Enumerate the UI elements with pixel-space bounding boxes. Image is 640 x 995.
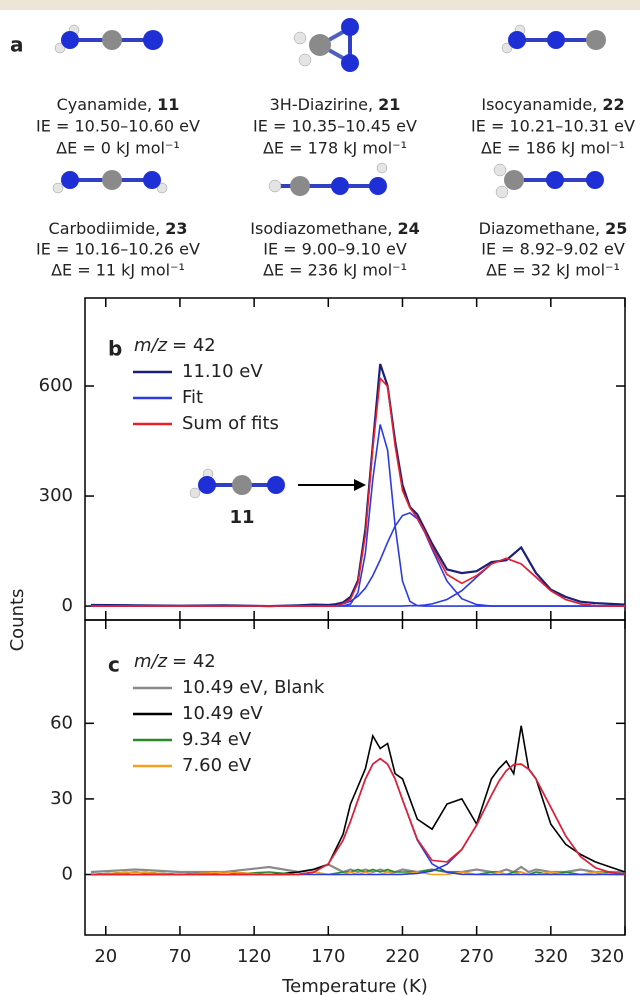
ionization-energy: IE = 10.50–10.60 eV [36, 117, 200, 136]
panel-label: c [108, 653, 120, 677]
legend-label: Fit [182, 387, 203, 408]
x-tick-label: 20 [94, 946, 117, 967]
inset-label: 11 [229, 507, 254, 528]
molecule-name: Isodiazomethane, 24 [250, 219, 419, 238]
molecule-name: Diazomethane, 25 [479, 219, 628, 238]
plot-frame [84, 619, 626, 936]
relative-energy: ΔE = 186 kJ mol⁻¹ [481, 139, 625, 158]
legend-label: 10.49 eV, Blank [182, 677, 325, 698]
compound-number: 23 [165, 219, 187, 238]
relative-energy: ΔE = 236 kJ mol⁻¹ [263, 261, 407, 280]
molecule-name: Cyanamide, 11 [57, 95, 180, 114]
x-tick-label: 70 [168, 946, 191, 967]
y-axis-label: Counts [7, 589, 28, 652]
annotation: m/z = 42 [134, 651, 216, 672]
annotation-var: m/z [134, 335, 168, 356]
compound-number: 22 [602, 95, 624, 114]
compound-number: 21 [378, 95, 400, 114]
x-tick-label: 320 [590, 946, 624, 967]
molecule-name: 3H-Diazirine, 21 [270, 95, 401, 114]
annotation-text: = 42 [172, 651, 216, 672]
x-tick-label: 320 [534, 946, 568, 967]
relative-energy: ΔE = 11 kJ mol⁻¹ [51, 261, 185, 280]
y-tick-label: 30 [50, 788, 73, 809]
compound-number: 11 [157, 95, 179, 114]
x-tick-label: 170 [311, 946, 345, 967]
compound-number: 24 [397, 219, 419, 238]
relative-energy: ΔE = 0 kJ mol⁻¹ [56, 139, 180, 158]
relative-energy: ΔE = 178 kJ mol⁻¹ [263, 139, 407, 158]
molecule-name: Isocyanamide, 22 [481, 95, 624, 114]
series-line [90, 757, 626, 876]
name: 3H-Diazirine, [270, 95, 374, 114]
y-tick-label: 600 [39, 375, 73, 396]
ionization-energy: IE = 9.00–9.10 eV [263, 240, 407, 259]
legend-label: 10.49 eV [182, 703, 263, 724]
molecule-drawings [52, 18, 606, 499]
relative-energy: ΔE = 32 kJ mol⁻¹ [486, 261, 620, 280]
x-tick-label: 270 [459, 946, 493, 967]
ionization-energy: IE = 10.21–10.31 eV [471, 117, 635, 136]
annotation-var: m/z [134, 651, 168, 672]
y-tick-label: 300 [39, 485, 73, 506]
annotation-text: = 42 [172, 335, 216, 356]
x-tick-label: 120 [237, 946, 271, 967]
y-tick-label: 60 [50, 712, 73, 733]
series-line [90, 757, 625, 876]
series-line [90, 763, 626, 876]
series-line [90, 376, 625, 607]
y-tick-label: 0 [62, 595, 73, 616]
panel-label: b [108, 337, 122, 361]
legend-label: Sum of fits [182, 413, 279, 434]
legend-label: 9.34 eV [182, 729, 252, 750]
series-line [90, 863, 625, 874]
ionization-energy: IE = 10.35–10.45 eV [253, 117, 417, 136]
series-line [90, 363, 626, 608]
name: Carbodiimide, [49, 219, 161, 238]
name: Diazomethane, [479, 219, 600, 238]
legend-label: 7.60 eV [182, 755, 252, 776]
ionization-energy: IE = 8.92–9.02 eV [481, 240, 625, 259]
annotation: m/z = 42 [134, 335, 216, 356]
panel-label: a [10, 33, 24, 57]
x-axis-label: Temperature (K) [281, 976, 428, 995]
legend-label: 11.10 eV [182, 361, 263, 382]
molecule-name: Carbodiimide, 23 [49, 219, 188, 238]
compound-number: 25 [605, 219, 627, 238]
y-tick-label: 0 [62, 864, 73, 885]
ionization-energy: IE = 10.16–10.26 eV [36, 240, 200, 259]
series-line [90, 725, 626, 876]
top-band [0, 0, 640, 10]
name: Cyanamide, [57, 95, 153, 114]
x-tick-label: 220 [385, 946, 419, 967]
name: Isocyanamide, [481, 95, 597, 114]
name: Isodiazomethane, [250, 219, 392, 238]
